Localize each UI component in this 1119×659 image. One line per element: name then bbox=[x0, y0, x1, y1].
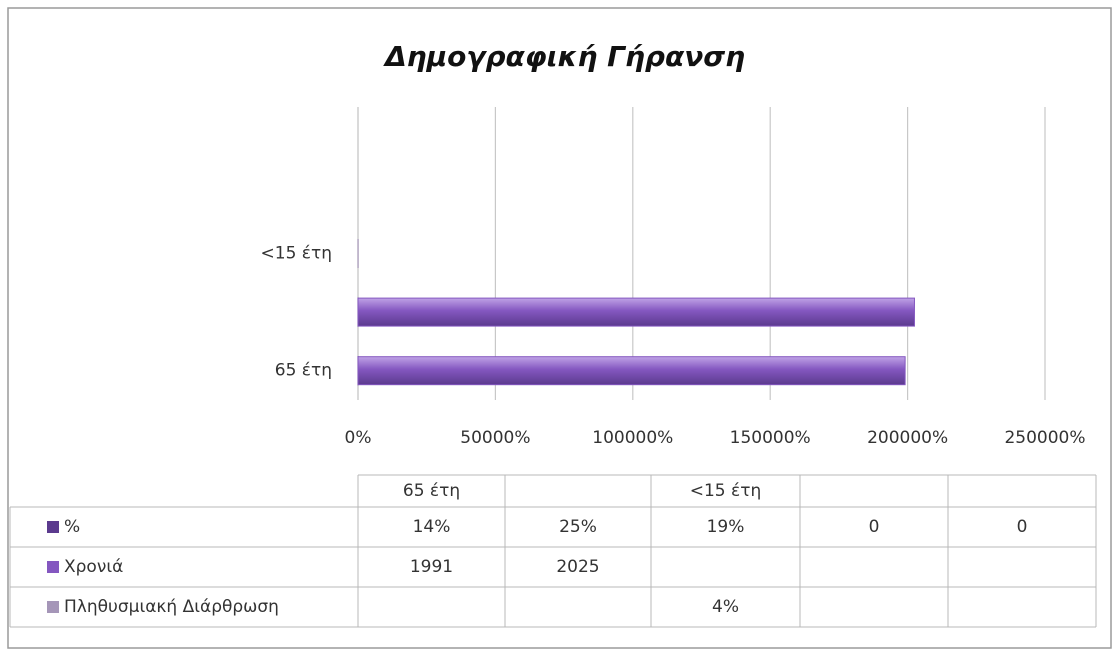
y-tick-label: 65 έτη bbox=[275, 361, 332, 381]
x-tick-label: 50000% bbox=[460, 428, 530, 448]
chart-border bbox=[8, 8, 1111, 648]
x-tick-label: 150000% bbox=[730, 428, 811, 448]
table-cell: 19% bbox=[707, 517, 745, 537]
legend-label: % bbox=[64, 517, 80, 537]
chart-title: Δημογραφική Γήρανση bbox=[383, 40, 745, 73]
x-tick-label: 0% bbox=[345, 428, 372, 448]
table-cell: 25% bbox=[559, 517, 597, 537]
table-cell: 0 bbox=[1017, 517, 1028, 537]
table-header: 65 έτη bbox=[403, 481, 460, 501]
legend-key bbox=[47, 561, 59, 573]
table-cell: 4% bbox=[712, 597, 739, 617]
legend-key bbox=[47, 601, 59, 613]
table-cell: 0 bbox=[869, 517, 880, 537]
table-cell: 1991 bbox=[410, 557, 453, 577]
y-tick-label: <15 έτη bbox=[261, 244, 332, 264]
x-tick-label: 200000% bbox=[867, 428, 948, 448]
legend-label: Χρονιά bbox=[64, 557, 123, 577]
legend-label: Πληθυσμιακή Διάρθρωση bbox=[64, 597, 279, 617]
table-cell: 2025 bbox=[556, 557, 599, 577]
x-tick-label: 250000% bbox=[1004, 428, 1085, 448]
bar bbox=[358, 298, 914, 326]
table-header: <15 έτη bbox=[690, 481, 761, 501]
table-cell: 14% bbox=[413, 517, 451, 537]
x-tick-label: 100000% bbox=[592, 428, 673, 448]
bar bbox=[358, 357, 905, 385]
legend-key bbox=[47, 521, 59, 533]
